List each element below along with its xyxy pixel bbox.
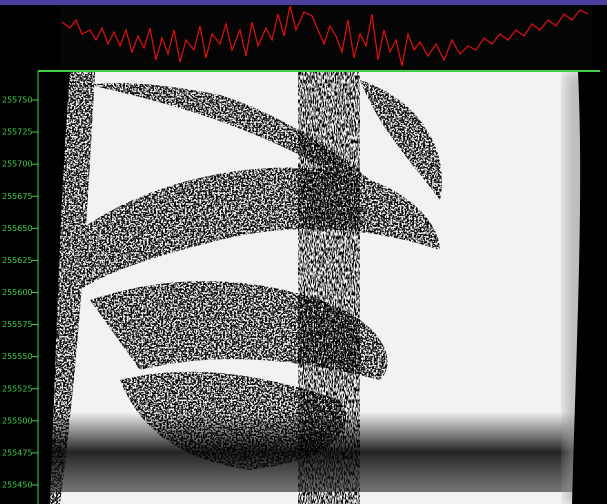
depth-label: 255475 <box>2 448 33 457</box>
depth-label: 255750 <box>2 96 33 105</box>
depth-label: 255650 <box>2 224 33 233</box>
page: 255750 255725 255700 255675 255650 255625 2556… <box>0 0 607 504</box>
depth-label: 255550 <box>2 352 33 361</box>
depth-label: 255675 <box>2 192 33 201</box>
depth-label: 255725 <box>2 128 33 137</box>
title-strip <box>0 0 607 5</box>
depth-label: 255625 <box>2 256 33 265</box>
depth-label: 255500 <box>2 416 33 425</box>
depth-label: 255700 <box>2 160 33 169</box>
sonar-image <box>38 72 605 504</box>
depth-label: 255525 <box>2 384 33 393</box>
depth-label: 255450 <box>2 481 33 490</box>
depth-label: 255575 <box>2 320 33 329</box>
depth-label: 255600 <box>2 288 33 297</box>
sonar-screen: 255750 255725 255700 255675 255650 255625 2556… <box>0 0 607 504</box>
